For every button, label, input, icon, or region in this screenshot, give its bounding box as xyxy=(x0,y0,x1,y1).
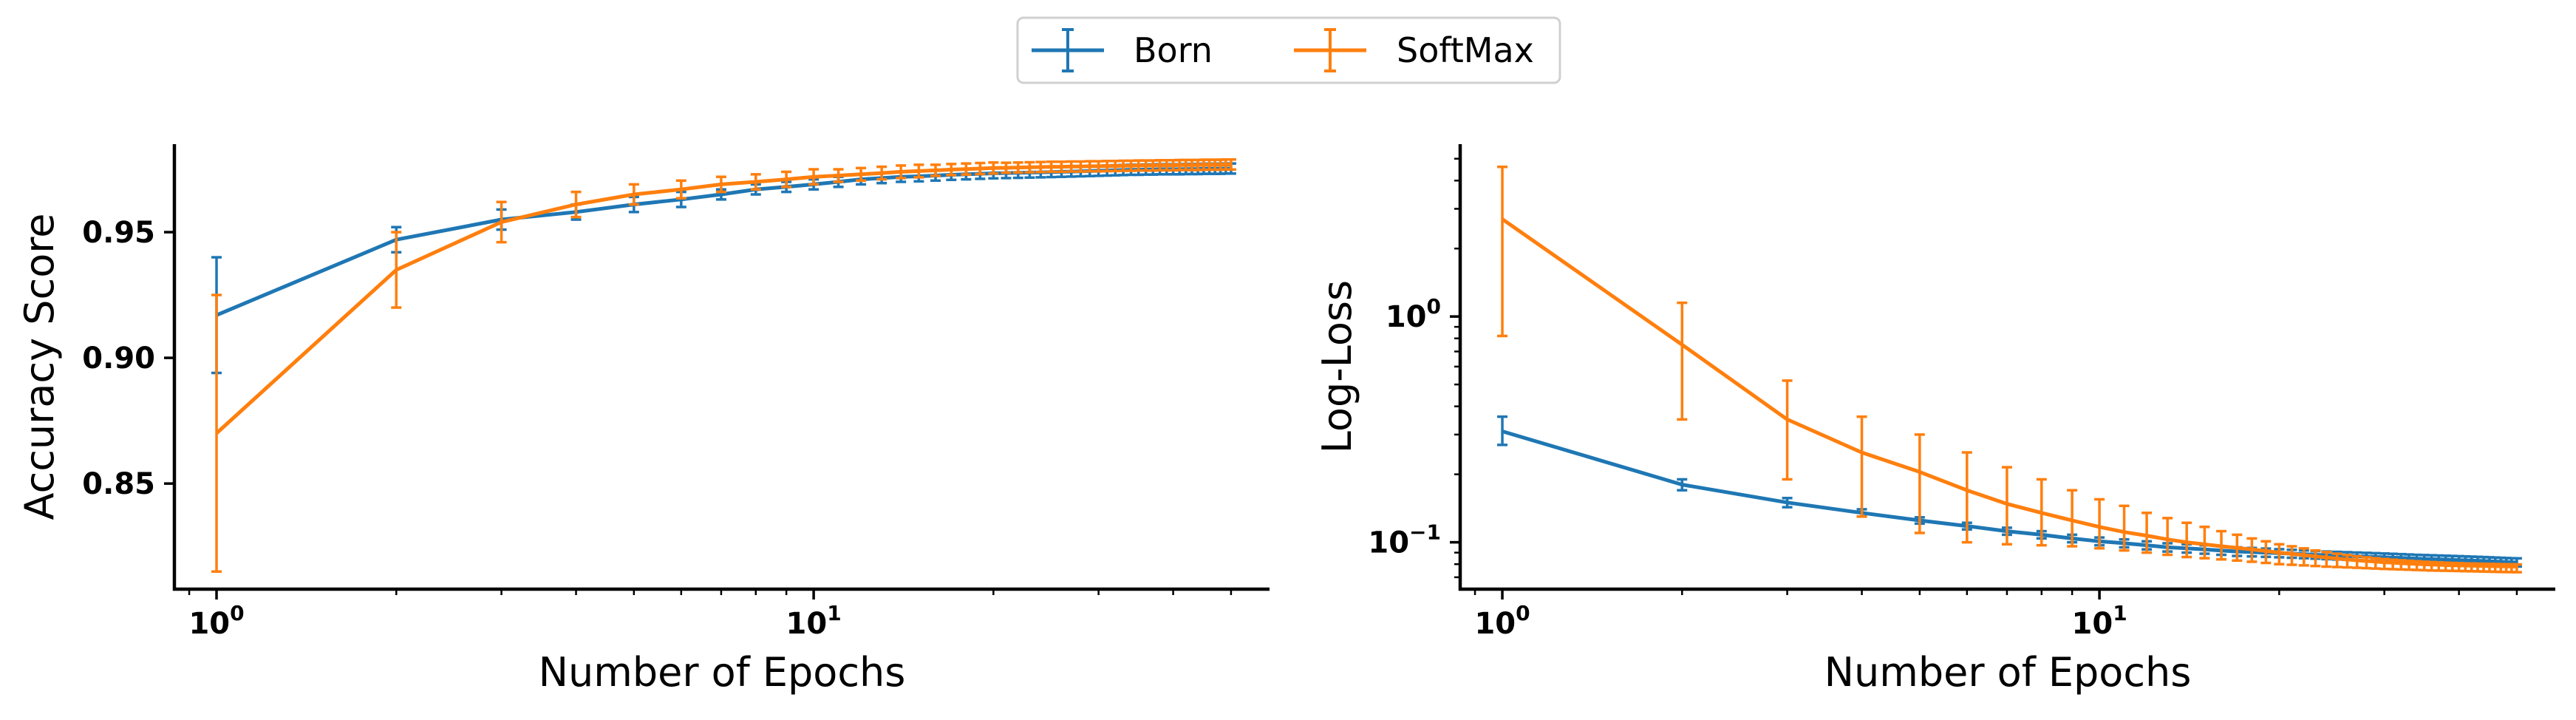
errorbar-softmax xyxy=(1914,433,1925,534)
y-tick-label: 0.85 xyxy=(82,467,155,501)
y-tick-label-base: 10 xyxy=(1386,300,1427,334)
legend-box xyxy=(1016,16,1561,84)
errorbar-softmax xyxy=(1225,157,1236,171)
legend-entry-born: Born xyxy=(1032,28,1213,72)
errorbar-softmax xyxy=(1961,451,1972,544)
legend-label-born: Born xyxy=(1134,30,1213,70)
series-line-born xyxy=(1502,429,2517,565)
series-softmax xyxy=(211,157,1236,573)
y-tick-label-exponent: 0 xyxy=(1427,294,1441,319)
x-tick-label-exponent: 0 xyxy=(1516,601,1530,625)
legend-label-softmax: SoftMax xyxy=(1397,30,1534,70)
x-axis-title: Number of Epochs xyxy=(539,649,906,696)
y-tick-label: 0.95 xyxy=(82,216,155,250)
x-tick-label: 100 xyxy=(188,601,244,641)
errorbar-softmax xyxy=(1856,415,1867,518)
y-tick-label: 100 xyxy=(1386,294,1441,334)
x-tick-label-exponent: 1 xyxy=(2113,601,2127,625)
x-tick-label-base: 10 xyxy=(188,607,230,641)
x-tick-label-base: 10 xyxy=(786,607,828,641)
errorbar-softmax xyxy=(2181,521,2192,559)
errorbar-softmax xyxy=(2162,517,2173,557)
x-tick-label: 101 xyxy=(2072,601,2127,641)
errorbar-softmax xyxy=(2119,504,2130,552)
y-tick-label-exponent: −1 xyxy=(1409,520,1441,545)
x-tick-label-base: 10 xyxy=(2072,607,2113,641)
series-softmax xyxy=(1497,165,2522,574)
y-tick-label: 10−1 xyxy=(1368,520,1441,560)
legend-entry-softmax: SoftMax xyxy=(1294,28,1534,72)
errorbar-softmax xyxy=(2067,489,2078,548)
x-tick-label: 101 xyxy=(786,601,842,641)
x-tick-label-base: 10 xyxy=(1474,607,1516,641)
errorbar-softmax xyxy=(2094,497,2105,550)
series-born xyxy=(211,162,1236,375)
x-tick-label: 100 xyxy=(1474,601,1530,641)
y-axis-title: Log-Loss xyxy=(1314,280,1360,453)
series-line-softmax xyxy=(1501,217,2517,568)
errorbar-softmax xyxy=(2141,512,2153,554)
legend: Born SoftMax xyxy=(1016,16,1561,84)
errorbar-softmax xyxy=(1782,379,1793,481)
errorbar-softmax xyxy=(1677,301,1688,421)
x-tick-label-exponent: 0 xyxy=(230,601,244,625)
x-axis-title: Number of Epochs xyxy=(1824,649,2192,696)
y-tick-label-base: 10 xyxy=(1368,526,1409,560)
y-axis-title: Accuracy Score xyxy=(16,214,63,520)
x-tick-label-exponent: 1 xyxy=(827,601,841,625)
y-tick-label: 0.90 xyxy=(82,342,155,376)
errorbar-born xyxy=(1497,415,1508,446)
errorbar-softmax xyxy=(1497,165,1508,338)
series-line-softmax xyxy=(215,163,1231,435)
